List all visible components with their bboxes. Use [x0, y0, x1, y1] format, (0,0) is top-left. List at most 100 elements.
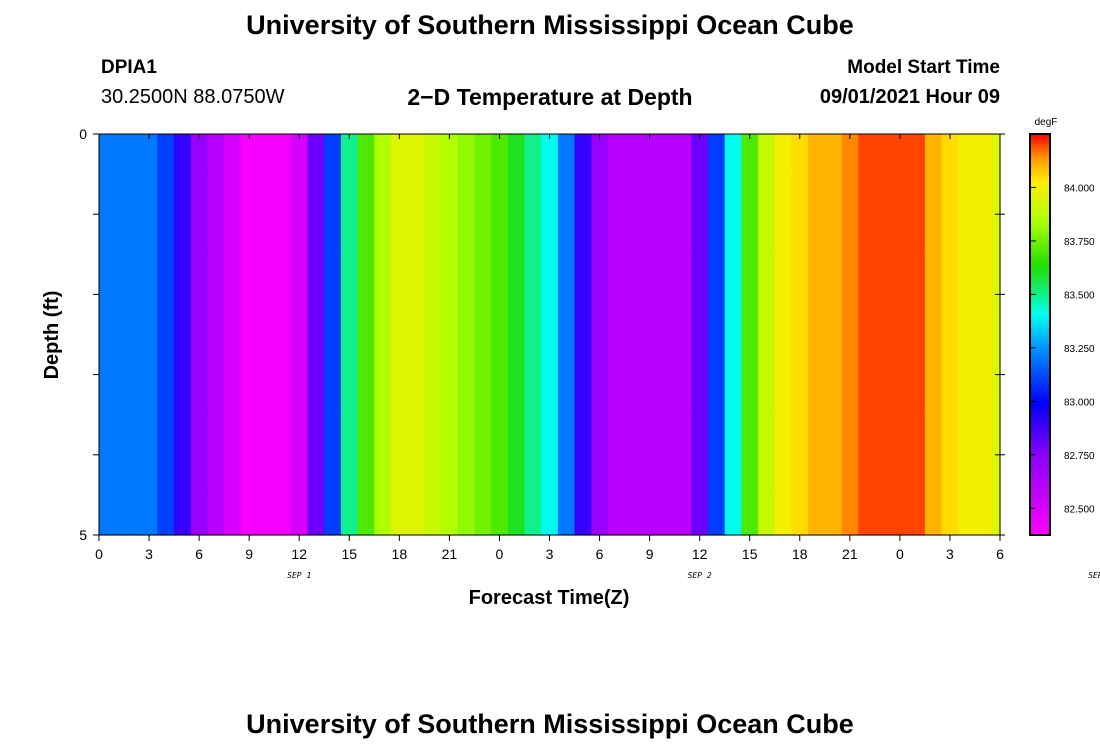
heatmap-cell: [190, 174, 209, 255]
heatmap-cell: [541, 334, 559, 416]
x-tick-label: 3: [145, 546, 153, 562]
heatmap-cell: [140, 254, 158, 336]
heatmap-cell: [157, 414, 175, 496]
heatmap-cell: [774, 174, 793, 255]
colorbar-tick-label: 82.750: [1064, 451, 1095, 462]
heatmap-cell: [841, 494, 859, 536]
heatmap-cell: [708, 134, 726, 175]
heatmap-cell: [874, 414, 893, 496]
heatmap-cell: [974, 414, 993, 496]
heatmap-cells: [99, 134, 1001, 536]
heatmap-cell: [974, 254, 993, 336]
heatmap-cell: [457, 134, 476, 175]
model-start-label: Model Start Time: [847, 57, 1000, 78]
heatmap-cell: [324, 334, 342, 416]
heatmap-cell: [524, 334, 542, 416]
heatmap-cell: [557, 414, 576, 496]
heatmap-cell: [441, 174, 459, 255]
heatmap-cell: [99, 414, 108, 496]
model-start-value: 09/01/2021 Hour 09: [819, 86, 1000, 108]
heatmap-cell: [557, 174, 576, 255]
heatmap-cell: [507, 414, 526, 496]
heatmap-cell: [774, 254, 793, 336]
heatmap-cell: [908, 174, 926, 255]
heatmap-cell: [491, 174, 509, 255]
chart-subtitle: 2−D Temperature at Depth: [407, 84, 693, 110]
heatmap-cell: [224, 254, 242, 336]
heatmap-cell: [124, 174, 142, 255]
heatmap-cell: [708, 174, 726, 255]
heatmap-cell: [507, 334, 526, 416]
heatmap-cell: [290, 334, 309, 416]
x-tick-label: 9: [245, 546, 253, 562]
heatmap-cell: [824, 494, 843, 536]
heatmap-cell: [174, 174, 192, 255]
heatmap-cell: [974, 174, 993, 255]
heatmap-cell: [524, 494, 542, 536]
heatmap-cell: [157, 494, 175, 536]
heatmap-cell: [708, 494, 726, 536]
colorbar-gradient: [1029, 133, 1051, 536]
heatmap-cell: [557, 334, 576, 416]
heatmap-cell: [858, 134, 876, 175]
heatmap-cell: [274, 134, 292, 175]
heatmap-cell: [224, 334, 242, 416]
heatmap-cell: [924, 414, 943, 496]
heatmap-cell: [974, 334, 993, 416]
heatmap-cell: [657, 494, 676, 536]
heatmap-cell: [641, 254, 659, 336]
x-tick-label: 15: [742, 546, 758, 562]
heatmap-cell: [190, 134, 209, 175]
heatmap-cell: [190, 334, 209, 416]
heatmap-cell: [591, 254, 609, 336]
heatmap-cell: [674, 494, 692, 536]
heatmap-cell: [574, 134, 592, 175]
heatmap-cell: [657, 414, 676, 496]
heatmap-cell: [758, 174, 776, 255]
heatmap-cell: [791, 134, 809, 175]
heatmap-cell: [524, 174, 542, 255]
heatmap-cell: [624, 134, 642, 175]
heatmap-cell: [824, 334, 843, 416]
heatmap-cell: [624, 174, 642, 255]
heatmap-cell: [491, 414, 509, 496]
heatmap-cell: [741, 494, 759, 536]
heatmap-cell: [424, 134, 442, 175]
x-tick-label: 3: [946, 546, 954, 562]
heatmap-cell: [607, 334, 626, 416]
heatmap-cell: [474, 414, 492, 496]
heatmap-cell: [641, 414, 659, 496]
heatmap-cell: [624, 414, 642, 496]
heatmap-cell: [174, 414, 192, 496]
heatmap-cell: [924, 494, 943, 536]
heatmap-cell: [841, 414, 859, 496]
heatmap-cell: [824, 134, 843, 175]
heatmap-cell: [390, 254, 409, 336]
y-tick-label: 5: [79, 527, 87, 543]
heatmap-cell: [691, 494, 709, 536]
heatmap-cell: [691, 414, 709, 496]
heatmap-cell: [958, 134, 976, 175]
x-tick-label: 0: [496, 546, 504, 562]
heatmap-cell: [99, 134, 108, 175]
heatmap-cell: [107, 334, 125, 416]
heatmap-cell: [357, 494, 375, 536]
x-tick-label: 9: [646, 546, 654, 562]
x-tick-label: 6: [996, 546, 1004, 562]
heatmap-cell: [624, 254, 642, 336]
heatmap-cell: [541, 134, 559, 175]
heatmap-cell: [557, 254, 576, 336]
heatmap-cell: [457, 254, 476, 336]
heatmap-cell: [758, 134, 776, 175]
x-tick-label: 18: [392, 546, 408, 562]
heatmap-cell: [257, 254, 275, 336]
heatmap-cell: [557, 494, 576, 536]
heatmap-cell: [758, 494, 776, 536]
heatmap-cell: [691, 334, 709, 416]
heatmap-cell: [124, 494, 142, 536]
heatmap-cell: [507, 174, 526, 255]
heatmap-cell: [174, 134, 192, 175]
x-tick-label: 6: [596, 546, 604, 562]
station-id: DPIA1: [101, 57, 157, 78]
heatmap-cell: [140, 414, 158, 496]
